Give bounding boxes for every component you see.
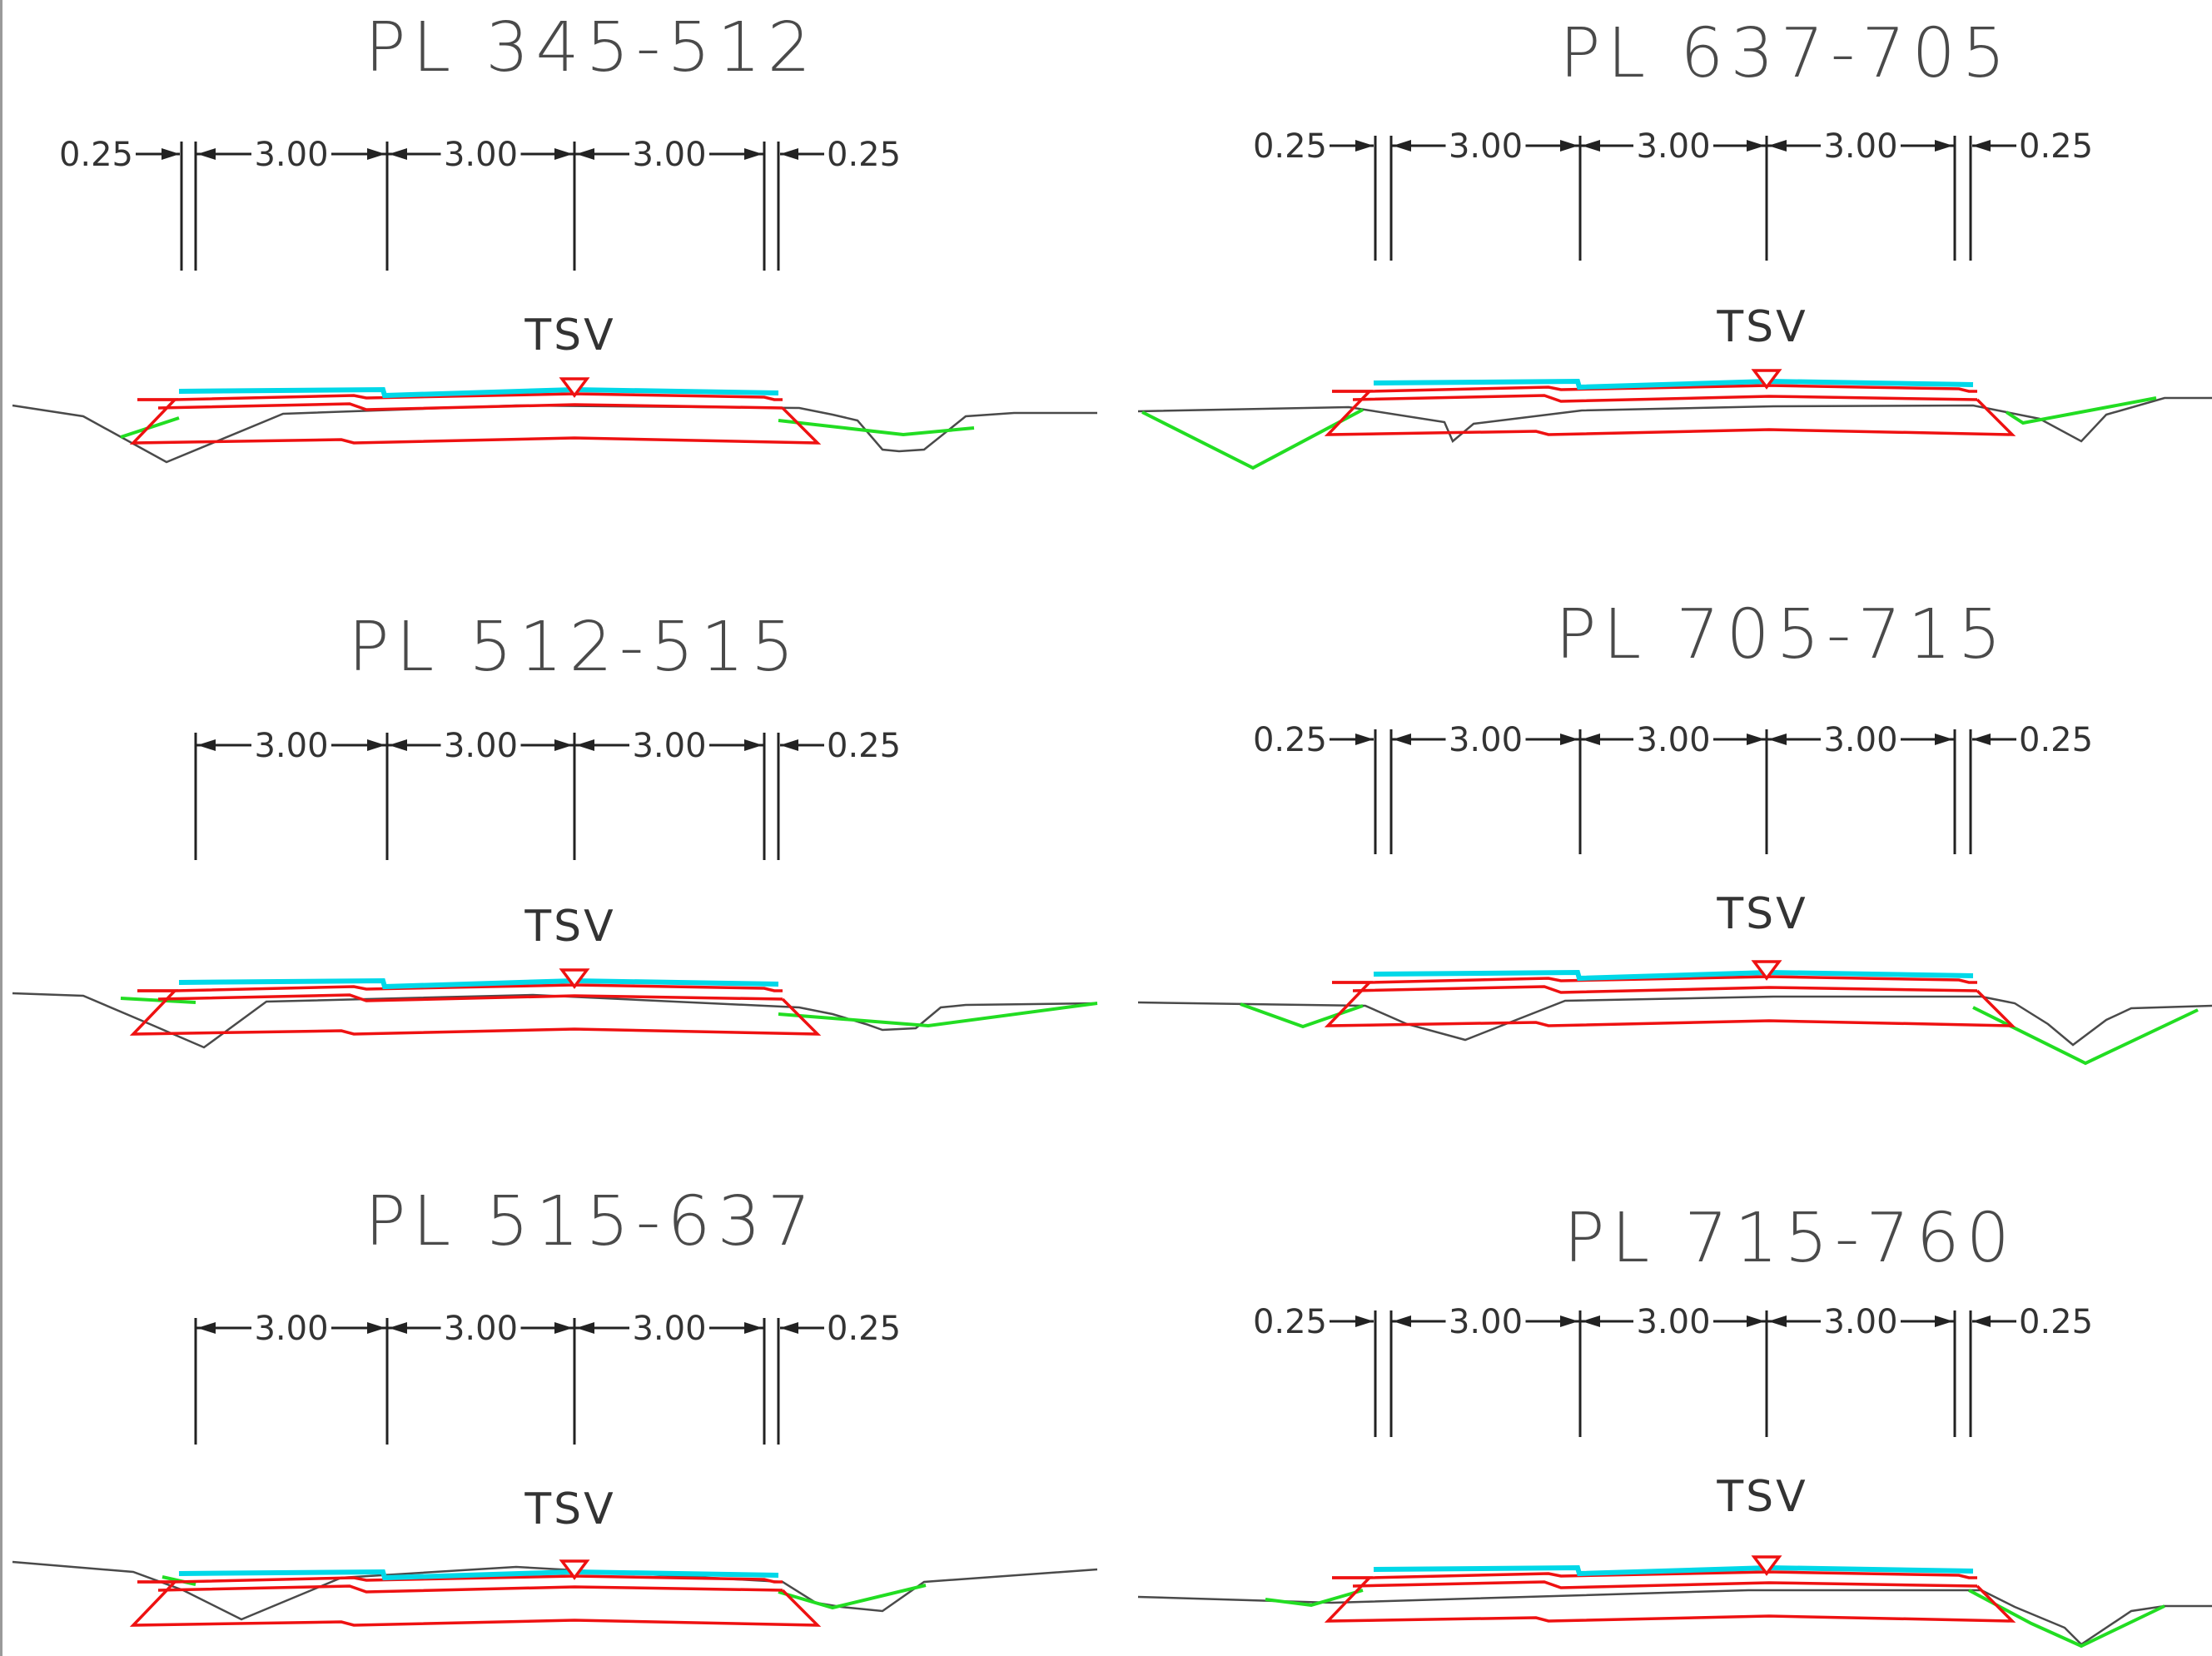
span-dimension-label: 3.00 — [254, 1310, 328, 1348]
cross-section-panel: PL 715-760 3.00 3.00 3.00 0.25 0.25 TSV — [1137, 1199, 2212, 1649]
pavement-bottom-layer — [1324, 1576, 2016, 1623]
span-dimension-label: 3.00 — [444, 136, 518, 174]
pavement-top-layer — [137, 1574, 783, 1584]
span-dimension-label: 3.00 — [1636, 127, 1710, 166]
span-dimension-label: 3.00 — [632, 1310, 706, 1348]
slope-line — [778, 1584, 927, 1610]
left-shoulder-label: 0.25 — [1253, 127, 1327, 166]
pavement-top-layer — [137, 392, 783, 401]
pavement-inner-layer — [1352, 1580, 1978, 1589]
pavement-bottom-layer — [129, 989, 822, 1036]
pavement-bottom-layer — [129, 398, 822, 445]
pavement-inner-layer — [157, 993, 783, 1002]
surface-course-line — [178, 977, 779, 990]
span-dimension-label: 3.00 — [254, 727, 328, 765]
slope-line — [1240, 1002, 1364, 1029]
pavement-bottom-layer — [129, 1580, 822, 1627]
level-marker-icon — [1751, 960, 1782, 981]
span-dimension-label: 3.00 — [1449, 721, 1523, 759]
existing-ground-line — [1137, 995, 2212, 1047]
level-marker-icon — [1751, 1555, 1782, 1576]
span-dimension-label: 3.00 — [1449, 1303, 1523, 1341]
slope-line — [1141, 408, 1364, 470]
right-shoulder-label: 0.25 — [2019, 721, 2093, 759]
section-title: PL 345-512 — [365, 8, 818, 87]
span-dimension-label: 3.00 — [632, 136, 706, 174]
pavement-top-layer — [1332, 1570, 1977, 1579]
pavement-bottom-layer — [1324, 390, 2016, 436]
surface-course-line — [178, 1569, 779, 1581]
tsv-label: TSV — [524, 311, 615, 361]
cross-section-panel: PL 512-515 3.00 3.00 3.00 0.25 TSV — [12, 608, 1098, 1049]
right-shoulder-label: 0.25 — [2019, 1303, 2093, 1341]
surface-course-line — [178, 386, 779, 399]
left-shoulder-label: 0.25 — [59, 136, 133, 174]
cross-section-panel: PL 345-512 3.00 3.00 3.00 0.25 0.25 TSV — [12, 8, 1097, 464]
right-shoulder-label: 0.25 — [827, 727, 901, 765]
span-dimension-label: 3.00 — [1823, 127, 1897, 166]
existing-ground-line — [1137, 1589, 2212, 1646]
slope-line — [1265, 1589, 1364, 1608]
pavement-inner-layer — [157, 1584, 783, 1594]
surface-course-line — [1373, 969, 1974, 982]
section-title: PL 515-637 — [365, 1182, 818, 1261]
left-shoulder-label: 0.25 — [1253, 721, 1327, 759]
tsv-label: TSV — [1716, 1472, 1807, 1522]
level-marker-icon — [559, 377, 590, 398]
pavement-inner-layer — [1352, 394, 1978, 403]
section-title: PL 715-760 — [1563, 1199, 2016, 1278]
existing-ground-line — [12, 404, 1097, 464]
pavement-inner-layer — [1352, 985, 1978, 994]
surface-course-line — [1373, 378, 1974, 390]
tsv-label: TSV — [1716, 889, 1807, 939]
span-dimension-label: 3.00 — [1823, 721, 1897, 759]
section-title: PL 637-705 — [1559, 14, 2012, 93]
span-dimension-label: 3.00 — [444, 1310, 518, 1348]
span-dimension-label: 3.00 — [632, 727, 706, 765]
span-dimension-label: 3.00 — [444, 727, 518, 765]
span-dimension-label: 3.00 — [254, 136, 328, 174]
tsv-label: TSV — [1716, 302, 1807, 352]
existing-ground-line — [12, 992, 1098, 1049]
pavement-inner-layer — [157, 402, 783, 411]
section-title: PL 705-715 — [1555, 595, 2008, 674]
slope-line — [2005, 396, 2157, 425]
slope-line — [120, 997, 196, 1004]
right-shoulder-label: 0.25 — [827, 136, 901, 174]
surface-course-line — [1373, 1564, 1974, 1577]
pavement-top-layer — [137, 983, 783, 992]
slope-line — [1968, 1589, 2165, 1649]
level-marker-icon — [559, 1559, 590, 1580]
section-title: PL 512-515 — [348, 608, 801, 687]
span-dimension-label: 3.00 — [1449, 127, 1523, 166]
span-dimension-label: 3.00 — [1636, 1303, 1710, 1341]
pavement-top-layer — [1332, 975, 1977, 984]
left-shoulder-label: 0.25 — [1253, 1303, 1327, 1341]
span-dimension-label: 3.00 — [1636, 721, 1710, 759]
tsv-label: TSV — [524, 1484, 615, 1534]
pavement-top-layer — [1332, 384, 1977, 393]
slope-line — [778, 1002, 1098, 1028]
span-dimension-label: 3.00 — [1823, 1303, 1897, 1341]
existing-ground-line — [1137, 396, 2212, 444]
level-marker-icon — [559, 968, 590, 989]
level-marker-icon — [1751, 369, 1782, 390]
cross-section-panel: PL 637-705 3.00 3.00 3.00 0.25 0.25 TSV — [1137, 14, 2212, 470]
tsv-label: TSV — [524, 902, 615, 952]
slope-line — [778, 419, 975, 437]
pavement-bottom-layer — [1324, 981, 2016, 1027]
cross-section-panel: PL 705-715 3.00 3.00 3.00 0.25 0.25 TSV — [1137, 595, 2212, 1066]
right-shoulder-label: 0.25 — [2019, 127, 2093, 166]
right-shoulder-label: 0.25 — [827, 1310, 901, 1348]
cross-section-panel: PL 515-637 3.00 3.00 3.00 0.25 TSV — [12, 1182, 1098, 1627]
